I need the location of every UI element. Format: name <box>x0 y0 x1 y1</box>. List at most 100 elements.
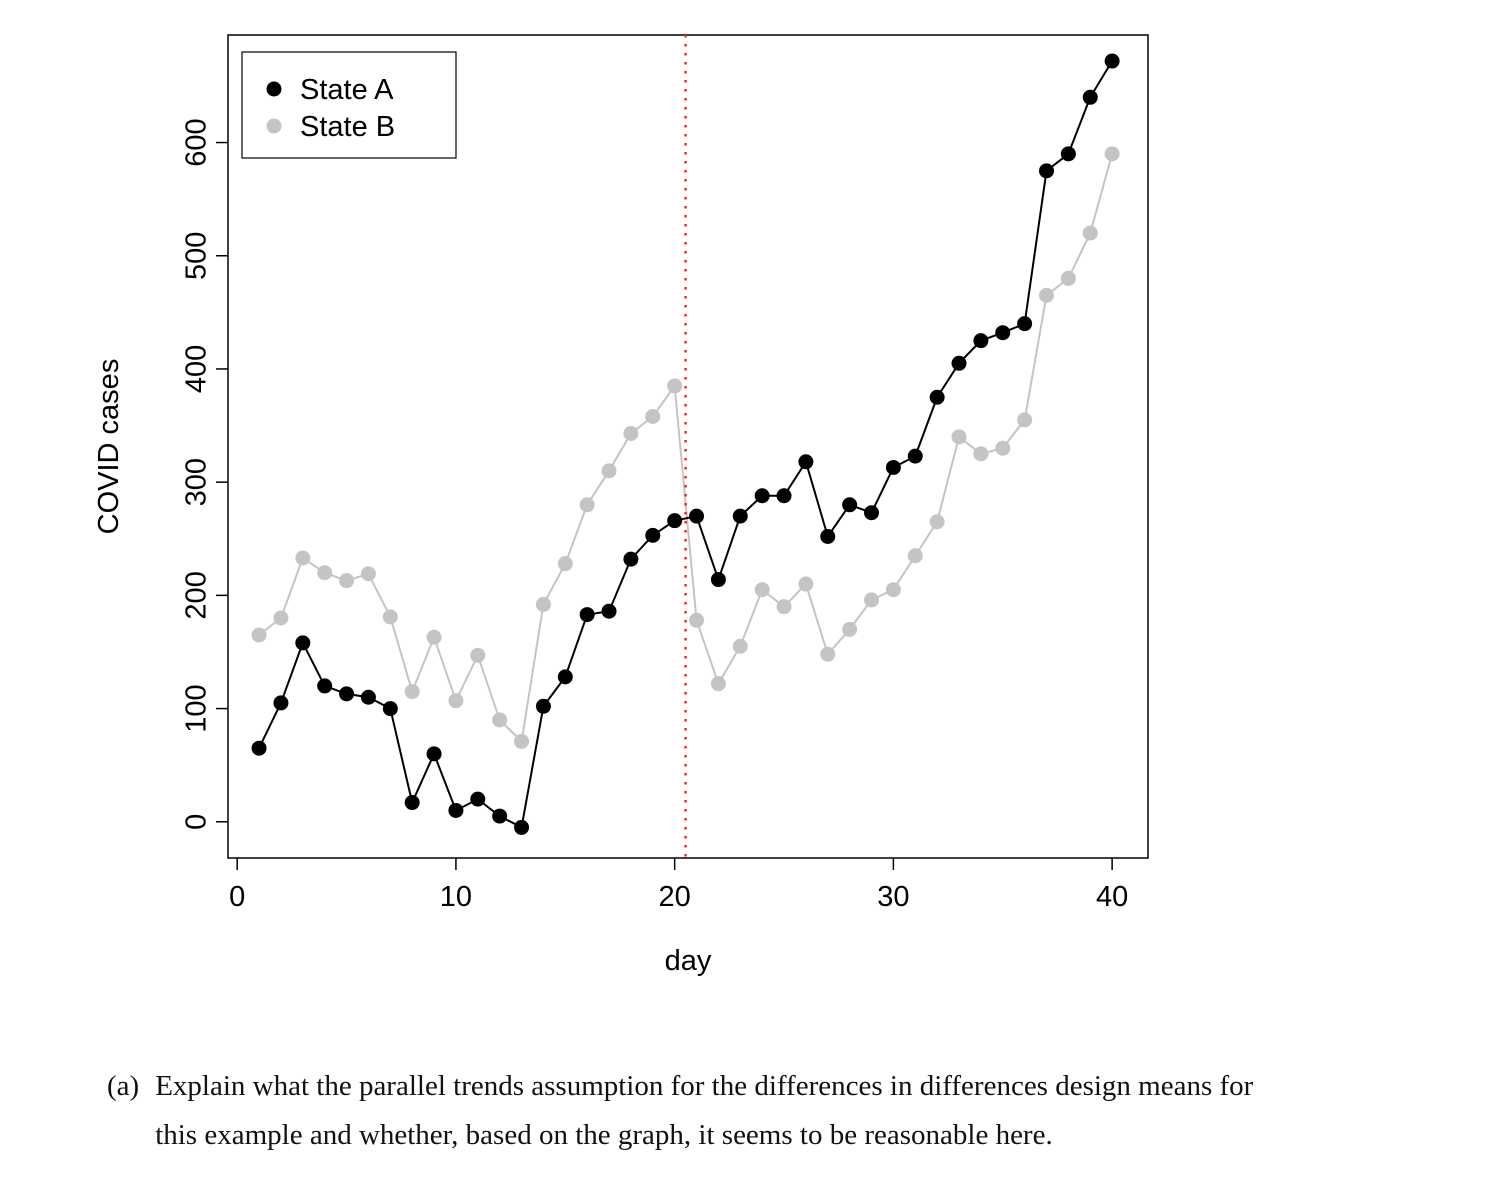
x-tick-label: 40 <box>1096 881 1128 913</box>
data-point <box>535 698 551 714</box>
data-point <box>1039 287 1055 303</box>
data-point <box>317 678 333 694</box>
data-point <box>1060 146 1076 162</box>
data-point <box>601 463 617 479</box>
data-point <box>492 712 508 728</box>
data-point <box>929 389 945 405</box>
y-tick-label: 600 <box>180 118 212 166</box>
data-point <box>885 459 901 475</box>
data-point <box>864 592 880 608</box>
data-point <box>492 808 508 824</box>
data-point <box>579 497 595 513</box>
data-point <box>317 565 333 581</box>
data-point <box>1104 53 1120 69</box>
y-tick-label: 100 <box>180 684 212 732</box>
y-tick-label: 200 <box>180 571 212 619</box>
data-point <box>689 612 705 628</box>
data-point <box>973 446 989 462</box>
y-tick-label: 500 <box>180 232 212 280</box>
data-point <box>798 576 814 592</box>
data-point <box>754 488 770 504</box>
legend: State A State B <box>241 51 457 159</box>
data-point <box>667 378 683 394</box>
data-point <box>1017 412 1033 428</box>
data-point <box>951 429 967 445</box>
data-point <box>995 325 1011 341</box>
data-point <box>448 693 464 709</box>
data-point <box>645 527 661 543</box>
question-line-1: Explain what the parallel trends assumpt… <box>155 1070 1254 1102</box>
series-line <box>258 60 1113 829</box>
x-tick-label: 30 <box>877 881 909 913</box>
y-tick-label: 0 <box>180 814 212 830</box>
data-point <box>1104 146 1120 162</box>
data-point <box>667 513 683 529</box>
data-point <box>251 627 267 643</box>
data-point <box>601 603 617 619</box>
legend-marker <box>266 118 282 134</box>
data-point <box>907 548 923 564</box>
data-point <box>885 582 901 598</box>
data-point <box>776 488 792 504</box>
legend-marker <box>266 81 282 97</box>
data-point <box>929 514 945 530</box>
data-point <box>776 599 792 615</box>
data-point <box>273 695 289 711</box>
x-tick-label: 20 <box>659 881 691 913</box>
data-point <box>382 609 398 625</box>
data-point <box>1017 316 1033 332</box>
data-point <box>382 701 398 717</box>
question-body: Explain what the parallel trends assumpt… <box>155 1062 1253 1160</box>
question-label: (a) <box>107 1070 140 1102</box>
series-state-a <box>251 53 1120 835</box>
data-point <box>470 791 486 807</box>
data-point <box>820 646 836 662</box>
data-point <box>732 508 748 524</box>
data-point <box>535 596 551 612</box>
x-tick-label: 10 <box>440 881 472 913</box>
question-line-2: this example and whether, based on the g… <box>155 1119 1053 1151</box>
question-text: (a) Explain what the parallel trends ass… <box>107 1062 1417 1160</box>
data-point <box>689 508 705 524</box>
data-point <box>710 676 726 692</box>
covid-cases-chart: 0 10 20 30 40 0 100 200 300 400 500 600 COVID cases d… <box>93 34 1149 977</box>
data-point <box>470 647 486 663</box>
y-tick-label: 300 <box>180 458 212 506</box>
data-point <box>842 497 858 513</box>
data-point <box>907 448 923 464</box>
data-point <box>754 582 770 598</box>
data-point <box>404 795 420 811</box>
data-point <box>426 629 442 645</box>
data-point <box>295 550 311 566</box>
data-point <box>732 638 748 654</box>
data-point <box>710 572 726 588</box>
y-axis-label: COVID cases <box>93 359 125 535</box>
data-point <box>360 689 376 705</box>
data-point <box>842 621 858 637</box>
data-point <box>951 355 967 371</box>
data-point <box>426 746 442 762</box>
plot-box <box>227 34 1149 859</box>
y-axis: 0 100 200 300 400 500 600 <box>180 118 228 830</box>
data-point <box>1060 270 1076 286</box>
data-point <box>798 454 814 470</box>
y-tick-label: 400 <box>180 345 212 393</box>
data-point <box>251 740 267 756</box>
data-point <box>339 573 355 589</box>
data-point <box>864 505 880 521</box>
data-point <box>820 528 836 544</box>
data-point <box>295 635 311 651</box>
data-point <box>623 425 639 441</box>
series-state-b <box>251 146 1120 749</box>
data-point <box>557 556 573 572</box>
data-point <box>360 566 376 582</box>
data-point <box>514 733 530 749</box>
data-point <box>448 802 464 818</box>
x-tick-label: 0 <box>229 881 245 913</box>
legend-box <box>241 51 457 159</box>
data-point <box>514 819 530 835</box>
data-point <box>404 684 420 700</box>
legend-label: State B <box>300 111 395 143</box>
legend-label: State A <box>300 74 394 106</box>
